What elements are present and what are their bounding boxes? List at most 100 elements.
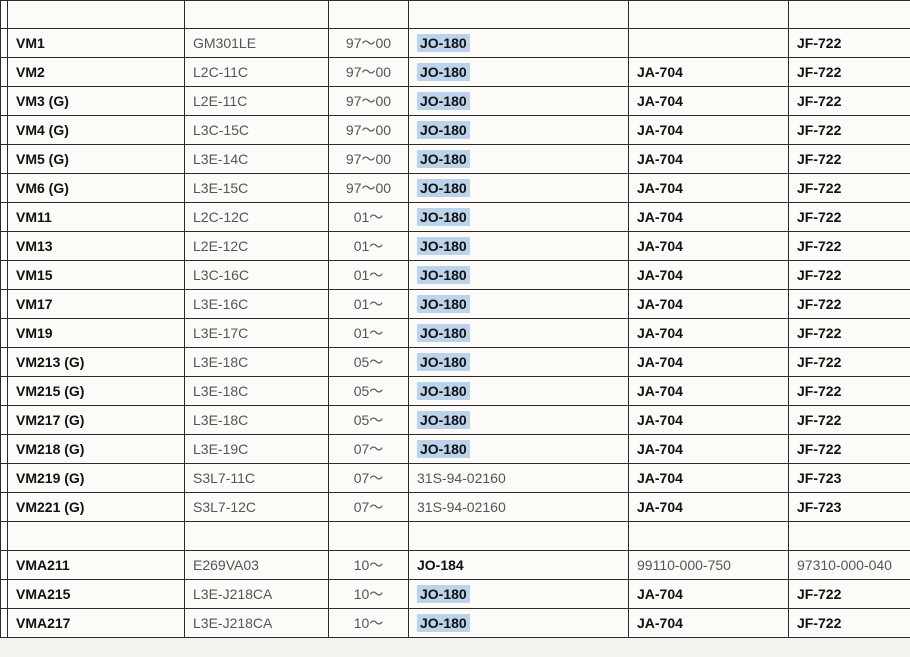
cell-engine: L3C-15C	[185, 116, 329, 145]
cell-year: 07～	[329, 464, 409, 493]
cell-model: VM15	[8, 261, 185, 290]
row-stub	[1, 435, 8, 464]
cell-oil-filter: JO-180	[409, 580, 629, 609]
cell-fuel-filter: JF-723	[789, 493, 910, 522]
cell-fuel-filter: JF-722	[789, 406, 910, 435]
cell-year: 97～00	[329, 174, 409, 203]
cell-model: VM213 (G)	[8, 348, 185, 377]
cell-engine: L3E-15C	[185, 174, 329, 203]
table-row: VM221 (G)S3L7-12C07～31S-94-02160JA-704JF…	[1, 493, 910, 522]
table-row: VM1GM301LE97～00JO-180JF-722	[1, 29, 910, 58]
cell-engine	[185, 1, 329, 29]
cell-engine: L3E-17C	[185, 319, 329, 348]
cell-fuel-filter: JF-722	[789, 87, 910, 116]
table-row: VM213 (G)L3E-18C05～JO-180JA-704JF-722	[1, 348, 910, 377]
cell-model: VMA217	[8, 609, 185, 638]
cell-engine: L2C-12C	[185, 203, 329, 232]
cell-engine: L3E-18C	[185, 406, 329, 435]
cell-air-filter: JA-704	[629, 377, 789, 406]
cell-year: 97～00	[329, 58, 409, 87]
cell-air-filter: JA-704	[629, 609, 789, 638]
cell-engine: GM301LE	[185, 29, 329, 58]
cell-engine	[185, 522, 329, 551]
table-row: VM5 (G)L3E-14C97～00JO-180JA-704JF-722	[1, 145, 910, 174]
cell-model: VM221 (G)	[8, 493, 185, 522]
cell-fuel-filter: JF-722	[789, 145, 910, 174]
highlight-span: JO-180	[417, 266, 470, 284]
cell-air-filter: JA-704	[629, 464, 789, 493]
cell-air-filter	[629, 522, 789, 551]
cell-engine: S3L7-11C	[185, 464, 329, 493]
cell-year: 01～	[329, 319, 409, 348]
table-row: VM4 (G)L3C-15C97～00JO-180JA-704JF-722	[1, 116, 910, 145]
row-stub	[1, 464, 8, 493]
row-stub	[1, 232, 8, 261]
cell-model: VMA215	[8, 580, 185, 609]
table-row: VM217 (G)L3E-18C05～JO-180JA-704JF-722	[1, 406, 910, 435]
cell-air-filter: JA-704	[629, 290, 789, 319]
cell-year: 01～	[329, 290, 409, 319]
table-row: VM11L2C-12C01～JO-180JA-704JF-722	[1, 203, 910, 232]
cell-engine: L3E-16C	[185, 290, 329, 319]
cell-engine: L3E-J218CA	[185, 580, 329, 609]
cell-air-filter: JA-704	[629, 58, 789, 87]
table-row: VM19L3E-17C01～JO-180JA-704JF-722	[1, 319, 910, 348]
cell-oil-filter: JO-180	[409, 348, 629, 377]
row-stub	[1, 348, 8, 377]
table-row: VM219 (G)S3L7-11C07～31S-94-02160JA-704JF…	[1, 464, 910, 493]
cell-fuel-filter: JF-722	[789, 377, 910, 406]
cell-model: VM19	[8, 319, 185, 348]
parts-table: VM1GM301LE97～00JO-180JF-722VM2L2C-11C97～…	[0, 0, 910, 638]
row-stub	[1, 87, 8, 116]
cell-year: 07～	[329, 435, 409, 464]
cell-fuel-filter: JF-722	[789, 319, 910, 348]
cell-oil-filter: JO-184	[409, 551, 629, 580]
highlight-span: JO-180	[417, 150, 470, 168]
cell-fuel-filter: JF-722	[789, 174, 910, 203]
cell-model: VM219 (G)	[8, 464, 185, 493]
cell-fuel-filter: JF-722	[789, 609, 910, 638]
cell-model: VM4 (G)	[8, 116, 185, 145]
cell-engine: L2E-12C	[185, 232, 329, 261]
highlight-span: JO-180	[417, 121, 470, 139]
table-row: VM13L2E-12C01～JO-180JA-704JF-722	[1, 232, 910, 261]
cell-year: 01～	[329, 232, 409, 261]
highlight-span: JO-180	[417, 614, 470, 632]
cell-model: VM13	[8, 232, 185, 261]
cell-engine: L3E-J218CA	[185, 609, 329, 638]
cell-fuel-filter: JF-723	[789, 464, 910, 493]
cell-year: 05～	[329, 377, 409, 406]
highlight-span: JO-180	[417, 411, 470, 429]
cell-fuel-filter: JF-722	[789, 348, 910, 377]
cell-fuel-filter: JF-722	[789, 261, 910, 290]
cell-fuel-filter: JF-722	[789, 116, 910, 145]
cell-oil-filter: JO-180	[409, 290, 629, 319]
cell-model	[8, 1, 185, 29]
cell-oil-filter: 31S-94-02160	[409, 493, 629, 522]
cell-air-filter: JA-704	[629, 145, 789, 174]
cell-air-filter: JA-704	[629, 174, 789, 203]
table-row: VM17L3E-16C01～JO-180JA-704JF-722	[1, 290, 910, 319]
highlight-span: JO-180	[417, 92, 470, 110]
cell-model: VM17	[8, 290, 185, 319]
row-stub	[1, 145, 8, 174]
row-stub	[1, 522, 8, 551]
cell-air-filter: JA-704	[629, 232, 789, 261]
row-stub	[1, 261, 8, 290]
cell-air-filter: JA-704	[629, 406, 789, 435]
cell-fuel-filter: JF-722	[789, 435, 910, 464]
cell-year: 97～00	[329, 145, 409, 174]
cell-oil-filter: JO-180	[409, 609, 629, 638]
cell-year: 10～	[329, 551, 409, 580]
cell-fuel-filter: JF-722	[789, 29, 910, 58]
table-row	[1, 1, 910, 29]
cell-engine: L3E-18C	[185, 348, 329, 377]
row-stub	[1, 1, 8, 29]
cell-engine: L3E-18C	[185, 377, 329, 406]
cell-oil-filter	[409, 522, 629, 551]
cell-air-filter: JA-704	[629, 87, 789, 116]
highlight-span: JO-180	[417, 208, 470, 226]
table-row: VMA215L3E-J218CA10～JO-180JA-704JF-722	[1, 580, 910, 609]
cell-oil-filter: JO-180	[409, 203, 629, 232]
cell-engine: S3L7-12C	[185, 493, 329, 522]
